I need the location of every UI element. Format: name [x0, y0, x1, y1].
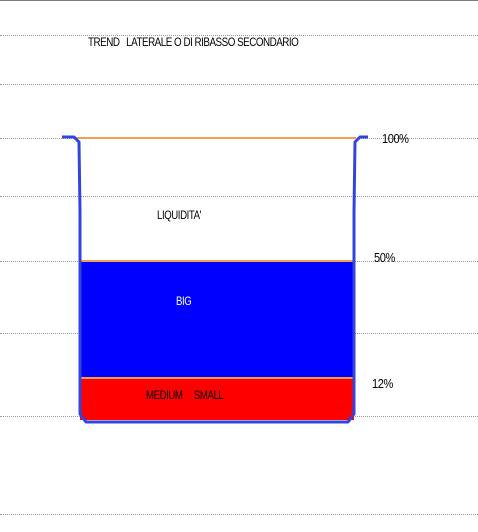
medium-small-label: MEDIUM SMALL — [146, 388, 224, 402]
level-label-12: 12% — [372, 376, 393, 391]
grid-line — [0, 514, 478, 515]
grid-line — [0, 35, 478, 36]
level-line-top — [74, 137, 356, 139]
medium-small-segment — [80, 378, 354, 420]
level-label-100: 100% — [382, 131, 409, 146]
grid-line — [0, 196, 478, 197]
big-label: BIG — [176, 294, 192, 308]
level-label-50: 50% — [374, 250, 395, 265]
grid-line — [0, 84, 478, 85]
big-segment — [80, 261, 354, 378]
diagram-title: TREND LATERALE O DI RIBASSO SECONDARIO — [88, 35, 299, 49]
liquidity-label: LIQUIDITA' — [157, 208, 202, 222]
top-border-line — [0, 0, 478, 1]
level-line-low — [80, 377, 354, 379]
level-line-mid — [80, 260, 354, 262]
